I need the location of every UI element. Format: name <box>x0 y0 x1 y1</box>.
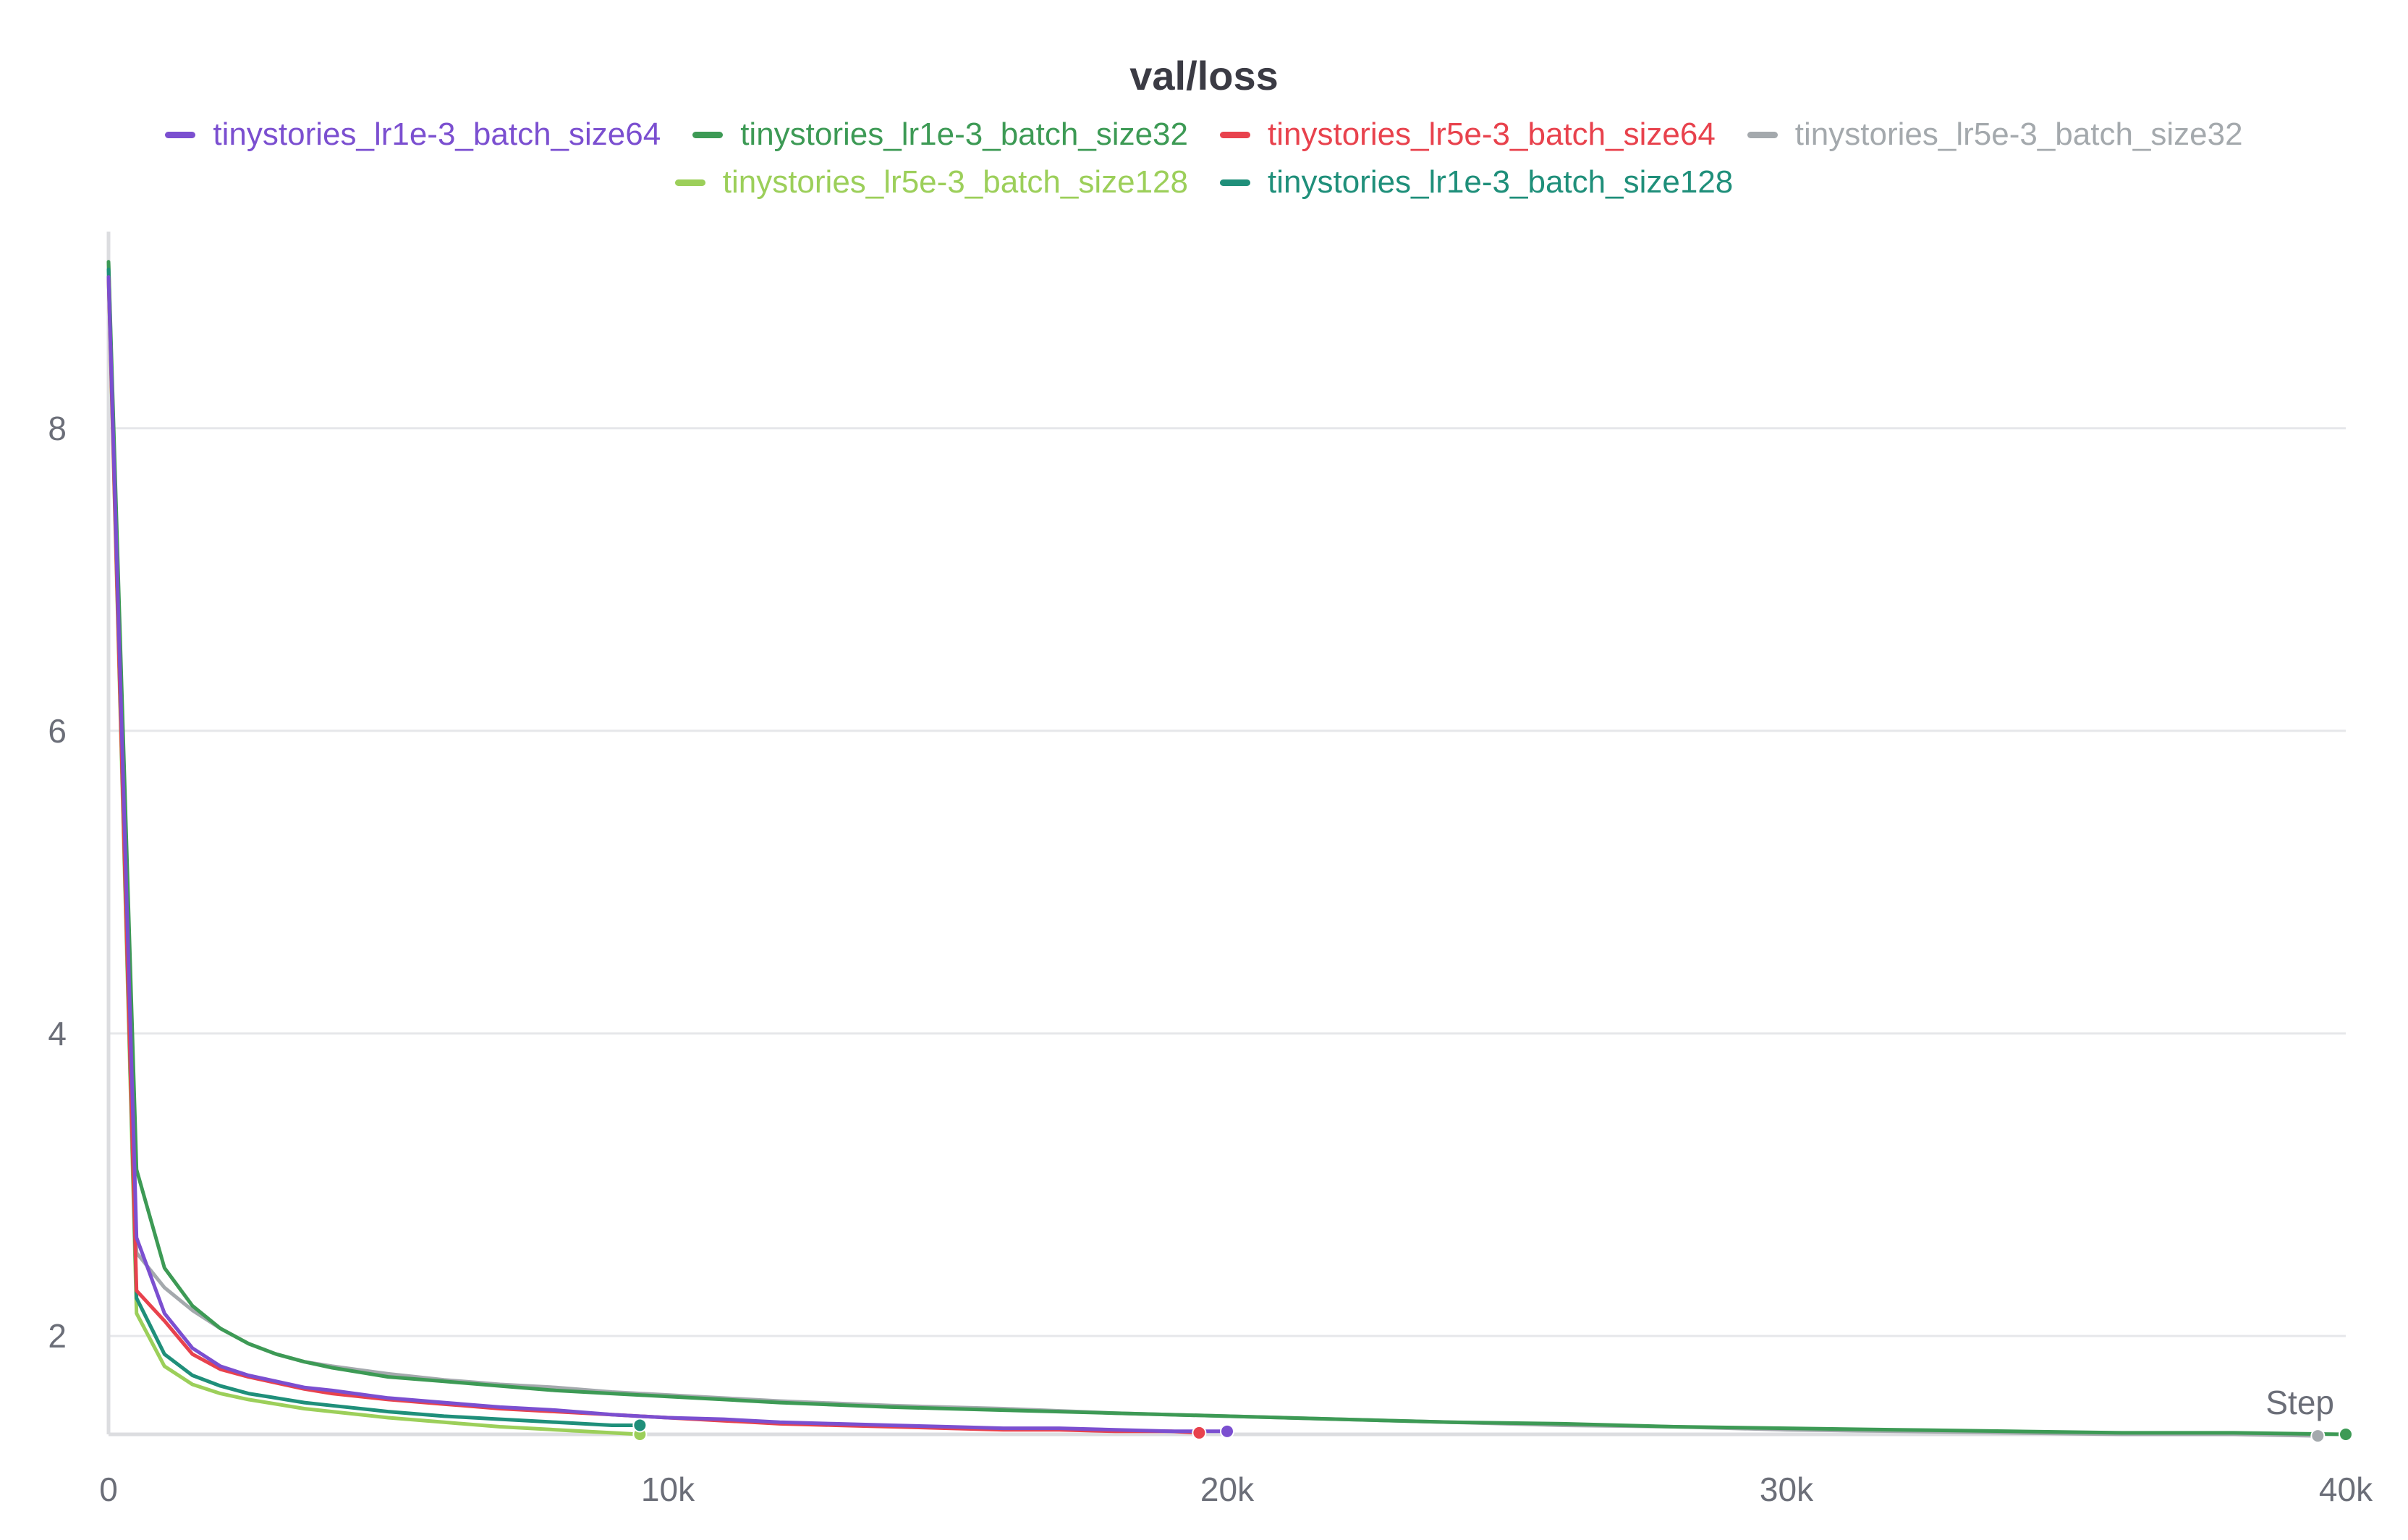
series-end-marker-1 <box>2339 1427 2353 1442</box>
legend-swatch <box>692 131 724 138</box>
legend-swatch <box>674 179 705 186</box>
legend-label: tinystories_lr1e-3_batch_size64 <box>213 117 661 152</box>
chart-title: val/loss <box>1129 53 1279 98</box>
legend-swatch <box>1220 179 1250 186</box>
y-tick-label: 6 <box>48 712 67 750</box>
series-line-1 <box>106 260 2348 1437</box>
series-end-marker-5 <box>632 1418 648 1433</box>
x-tick-label: 10k <box>641 1471 695 1508</box>
series-end-marker-0 <box>1220 1423 1234 1439</box>
series-end-marker-3 <box>2310 1429 2326 1444</box>
legend-item[interactable]: tinystories_lr5e-3_batch_size32 <box>1747 114 2243 155</box>
y-tick-label: 2 <box>48 1317 67 1355</box>
series-line-5 <box>106 267 642 1427</box>
series-line-4 <box>106 275 642 1437</box>
series-line-0 <box>106 275 1229 1434</box>
legend-item[interactable]: tinystories_lr5e-3_batch_size128 <box>674 162 1188 203</box>
legend-label: tinystories_lr5e-3_batch_size64 <box>1268 117 1716 152</box>
y-tick-label: 4 <box>48 1015 67 1052</box>
x-tick-label: 0 <box>99 1471 118 1508</box>
legend-swatch <box>1220 131 1250 138</box>
legend-item[interactable]: tinystories_lr1e-3_batch_size128 <box>1220 162 1733 203</box>
series-end-marker-2 <box>1192 1425 1207 1440</box>
legend-swatch <box>165 131 196 138</box>
x-tick-label: 20k <box>1200 1471 1255 1508</box>
legend-label: tinystories_lr1e-3_batch_size128 <box>1268 164 1734 200</box>
x-axis-label: Step <box>2265 1384 2334 1421</box>
series-line-2 <box>106 275 1201 1435</box>
series-line-3 <box>106 260 2320 1438</box>
legend-label: tinystories_lr5e-3_batch_size128 <box>722 164 1188 200</box>
legend-item[interactable]: tinystories_lr1e-3_batch_size32 <box>692 114 1188 155</box>
legend-item[interactable]: tinystories_lr5e-3_batch_size64 <box>1220 114 1716 155</box>
x-tick-label: 30k <box>1760 1471 1814 1508</box>
y-tick-label: 8 <box>48 410 67 447</box>
legend-label: tinystories_lr1e-3_batch_size32 <box>740 117 1188 152</box>
legend: tinystories_lr1e-3_batch_size64 tinystori… <box>87 114 2321 203</box>
legend-swatch <box>1747 131 1778 138</box>
legend-label: tinystories_lr5e-3_batch_size32 <box>1794 117 2243 152</box>
x-tick-label: 40k <box>2319 1471 2373 1508</box>
legend-item[interactable]: tinystories_lr1e-3_batch_size64 <box>165 114 661 155</box>
